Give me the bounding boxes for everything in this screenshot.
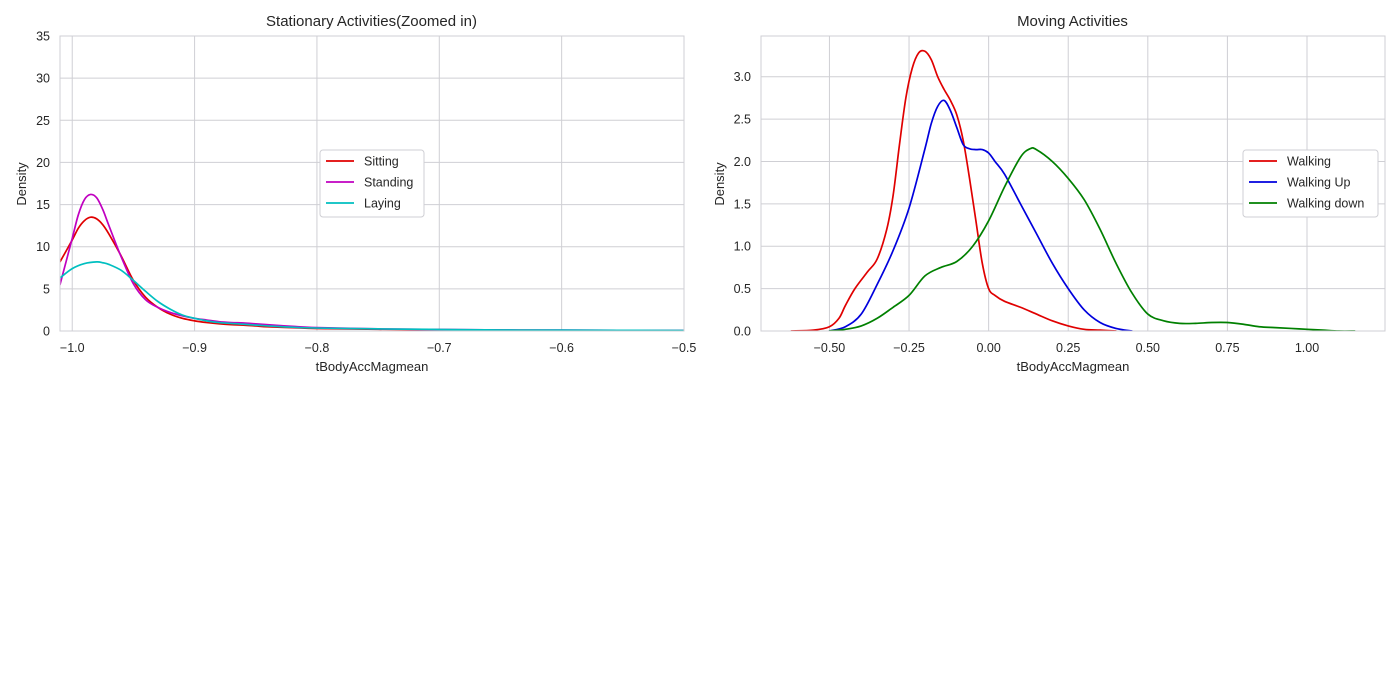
- legend-label: Walking: [1287, 155, 1331, 169]
- series-line-sitting: [60, 216, 684, 331]
- legend-label: Walking Up: [1287, 176, 1350, 190]
- series-line-walking: [790, 49, 1117, 331]
- series-line-walking-down: [828, 147, 1356, 331]
- x-tick-label: −0.8: [305, 341, 330, 355]
- y-tick-label: 25: [36, 114, 50, 128]
- plot-frame: [59, 35, 685, 332]
- y-tick-label: 2.0: [734, 155, 751, 169]
- y-tick-label: 1.0: [734, 240, 751, 254]
- y-tick-label: 20: [36, 156, 50, 170]
- curves: [790, 49, 1356, 331]
- x-tick-label: −0.7: [427, 341, 452, 355]
- tick-labels: −0.50 −0.25 0.00 0.25 0.50 0.75 1.00 0.0 0.5 1.0 1…: [734, 70, 1320, 355]
- x-tick-label: −0.5: [672, 341, 697, 355]
- chart-moving: Moving Activities −0.50 −0.25 0.00 0.25 0.50…: [712, 13, 1386, 374]
- y-tick-label: 2.5: [734, 113, 751, 127]
- y-tick-label: 35: [36, 30, 50, 44]
- legend-label: Walking down: [1287, 197, 1364, 211]
- y-tick-label: 10: [36, 240, 50, 254]
- legend: Walking Walking Up Walking down: [1242, 149, 1379, 218]
- series-line-walking-up: [828, 99, 1133, 331]
- y-tick-label: 30: [36, 72, 50, 86]
- series-line-laying: [60, 261, 684, 331]
- x-tick-label: −0.25: [893, 341, 925, 355]
- legend-label: Sitting: [364, 155, 399, 169]
- plot-frame: [760, 35, 1386, 332]
- chart-stationary: Stationary Activities(Zoomed in) −1.0 −0.…: [14, 13, 696, 374]
- x-axis-label: tBodyAccMagmean: [316, 359, 429, 374]
- x-tick-label: −0.6: [549, 341, 574, 355]
- y-tick-label: 0: [43, 325, 50, 339]
- y-tick-label: 0.0: [734, 325, 751, 339]
- x-tick-label: −0.50: [814, 341, 846, 355]
- y-tick-label: 5: [43, 282, 50, 296]
- x-tick-label: 0.25: [1056, 341, 1080, 355]
- x-tick-label: 0.00: [976, 341, 1000, 355]
- legend-label: Standing: [364, 176, 413, 190]
- x-tick-label: 1.00: [1295, 341, 1319, 355]
- x-tick-label: 0.50: [1136, 341, 1160, 355]
- y-tick-label: 0.5: [734, 282, 751, 296]
- tick-labels: −1.0 −0.9 −0.8 −0.7 −0.6 −0.5 0 5 10 15 20 25 30 35: [36, 30, 696, 356]
- legend-box: [1242, 149, 1379, 218]
- legend: Sitting Standing Laying: [319, 149, 425, 218]
- chart-title: Stationary Activities(Zoomed in): [266, 13, 477, 30]
- y-tick-label: 15: [36, 198, 50, 212]
- x-tick-label: 0.75: [1215, 341, 1239, 355]
- chart-title: Moving Activities: [1017, 13, 1128, 30]
- curves: [60, 193, 684, 331]
- x-axis-label: tBodyAccMagmean: [1017, 359, 1130, 374]
- y-tick-label: 1.5: [734, 197, 751, 211]
- x-tick-label: −0.9: [182, 341, 207, 355]
- y-axis-label: Density: [14, 162, 29, 206]
- y-tick-label: 3.0: [734, 70, 751, 84]
- y-axis-label: Density: [712, 162, 727, 206]
- legend-box: [319, 149, 425, 218]
- legend-label: Laying: [364, 197, 401, 211]
- x-tick-label: −1.0: [60, 341, 85, 355]
